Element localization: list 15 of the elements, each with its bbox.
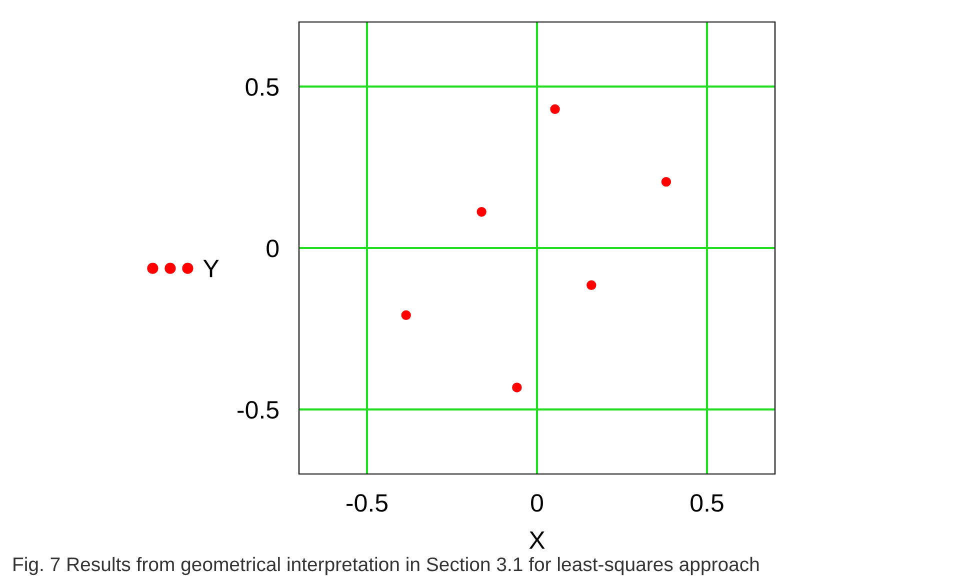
y-tick-label: 0.5 [246, 78, 279, 96]
x-axis-title: X [529, 532, 545, 549]
point [401, 310, 411, 320]
y-tick-label: 0 [266, 240, 279, 258]
point [586, 280, 596, 290]
x-tick-label: 0 [531, 494, 543, 512]
x-tick-label: -0.5 [346, 494, 388, 512]
point [661, 176, 672, 187]
point [512, 382, 522, 392]
point [476, 206, 486, 217]
legend-label: Y [203, 260, 219, 278]
x-tick-label: 0.5 [690, 494, 724, 512]
y-tick-label: -0.5 [238, 401, 279, 419]
caption: Fig. 7 Results from geometrical interpretation in Section 3.1 for least-squares approach [14, 556, 759, 576]
point [550, 104, 560, 114]
